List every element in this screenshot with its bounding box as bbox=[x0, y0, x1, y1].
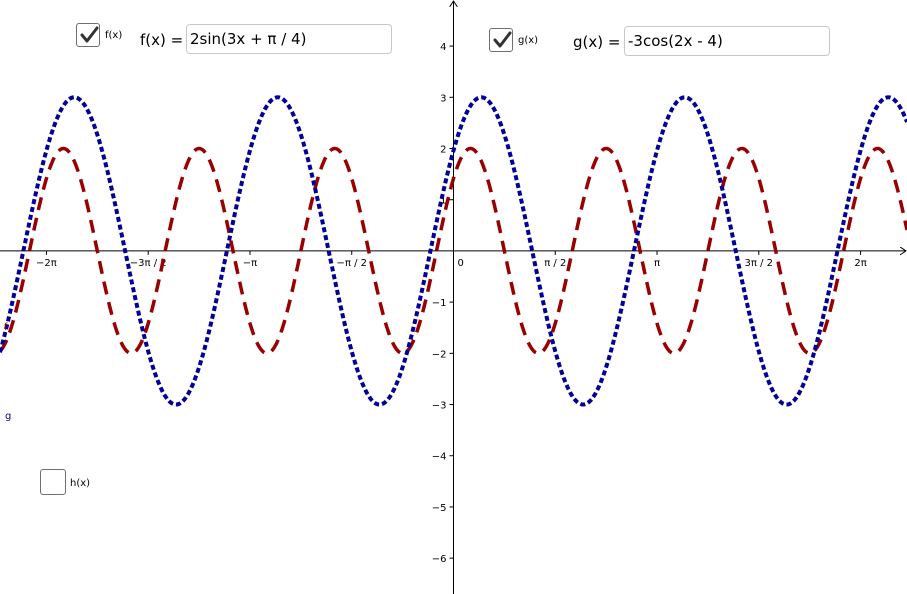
curve-f[interactable] bbox=[0, 146, 907, 356]
y-tick-label: 3 bbox=[440, 93, 446, 104]
x-tick-label: −3π / 2 bbox=[130, 258, 167, 269]
y-tick-label: −1 bbox=[432, 298, 447, 309]
x-tick-label: π bbox=[654, 258, 660, 269]
x-tick-label: −π bbox=[243, 258, 257, 269]
h-checkbox-label: h(x) bbox=[70, 478, 91, 489]
x-tick-label: −π / 2 bbox=[336, 258, 367, 269]
f-visibility-checkbox[interactable] bbox=[76, 23, 100, 47]
h-visibility-checkbox[interactable] bbox=[40, 469, 66, 495]
y-tick-label: −5 bbox=[432, 503, 447, 514]
f-input-prefix: f(x) = . bbox=[140, 31, 193, 49]
x-tick-label: −2π bbox=[36, 258, 57, 269]
y-tick-label: 1 bbox=[440, 196, 446, 207]
f-checkbox-label: f(x) bbox=[105, 30, 123, 41]
y-tick-label: −3 bbox=[432, 401, 447, 412]
g-checkbox-label: g(x) bbox=[518, 35, 539, 46]
origin-label: 0 bbox=[458, 258, 464, 269]
tick-marks: −2π −3π / 2 −π −π / 2 π / 2 π 3π / 2 2π 4 3 2 1 −1 −2… bbox=[36, 42, 867, 565]
f-curve-label: f bbox=[4, 322, 8, 333]
g-curve-label: g bbox=[5, 411, 12, 422]
y-tick-label: −2 bbox=[432, 349, 447, 360]
y-tick-label: 2 bbox=[440, 145, 446, 156]
y-tick-label: −6 bbox=[432, 554, 447, 565]
checkmark-icon bbox=[80, 26, 99, 43]
x-tick-label: π / 2 bbox=[544, 258, 566, 269]
x-tick-label: 3π / 2 bbox=[745, 258, 773, 269]
checkmark-icon bbox=[493, 31, 512, 48]
g-expression-input[interactable] bbox=[624, 26, 830, 56]
g-visibility-checkbox[interactable] bbox=[489, 28, 513, 52]
curve-g[interactable] bbox=[0, 95, 907, 407]
curves[interactable] bbox=[0, 95, 907, 407]
f-expression-input[interactable] bbox=[186, 24, 392, 54]
y-tick-label: −4 bbox=[432, 452, 447, 463]
g-input-prefix: g(x) = . bbox=[573, 33, 630, 51]
y-tick-label: 4 bbox=[440, 42, 446, 53]
x-tick-label: 2π bbox=[854, 258, 866, 269]
